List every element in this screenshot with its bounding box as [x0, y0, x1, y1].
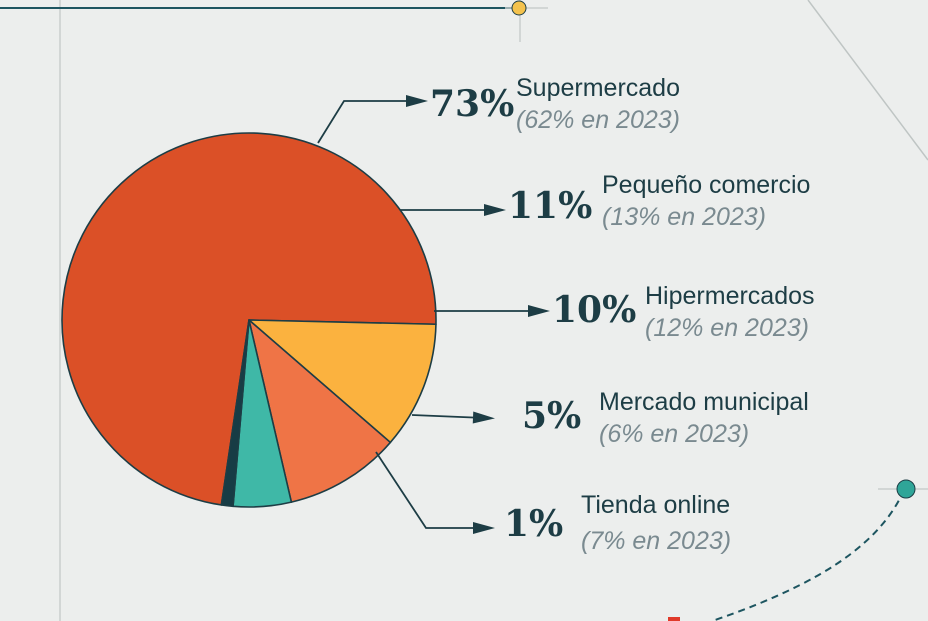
previous-year-label-supermercado: (62% en 2023) — [516, 106, 680, 134]
percent-label-supermercado: 73% — [430, 83, 514, 125]
previous-year-label-pequeno-comercio: (13% en 2023) — [602, 203, 766, 231]
leader-line-mercado-municipal — [411, 414, 486, 419]
arrowhead-mercado-municipal — [472, 411, 495, 424]
percent-label-pequeno-comercio: 11% — [508, 185, 592, 227]
dashed-trend-line — [711, 489, 905, 621]
category-label-tienda-online: Tienda online — [581, 491, 730, 519]
top-rule-dot — [511, 0, 527, 16]
slice-labels: 73% Supermercado (62% en 2023) 11% Pequeño c… — [430, 74, 815, 555]
category-label-hipermercados: Hipermercados — [645, 282, 815, 310]
leader-lines — [317, 95, 550, 534]
arrowhead-hipermercados — [528, 305, 550, 317]
percent-label-mercado-municipal: 5% — [522, 395, 581, 437]
arrowhead-tienda-online — [473, 522, 495, 534]
pie-slice-hipermercados — [248, 319, 392, 503]
percent-label-hipermercados: 10% — [552, 289, 636, 331]
red-mark — [668, 617, 680, 621]
previous-year-label-mercado-municipal: (6% en 2023) — [599, 420, 749, 448]
trend-dot — [896, 479, 916, 499]
pie-slice-pequeno-comercio — [248, 319, 437, 444]
pie-slices — [61, 132, 437, 508]
category-label-supermercado: Supermercado — [516, 74, 680, 102]
previous-year-label-hipermercados: (12% en 2023) — [645, 314, 809, 342]
leader-line-supermercado — [317, 100, 418, 144]
category-label-mercado-municipal: Mercado municipal — [599, 388, 809, 416]
pie-slice-supermercado — [61, 132, 437, 506]
arrowhead-pequeno-comercio — [484, 204, 506, 216]
percent-label-tienda-online: 1% — [504, 503, 563, 545]
diagonal-guide-line — [807, 0, 928, 161]
pie-slice-tienda-online — [220, 319, 250, 508]
previous-year-label-tienda-online: (7% en 2023) — [581, 527, 731, 555]
arrowhead-supermercado — [406, 95, 428, 107]
leader-line-tienda-online — [375, 451, 485, 529]
category-label-pequeno-comercio: Pequeño comercio — [602, 171, 810, 199]
